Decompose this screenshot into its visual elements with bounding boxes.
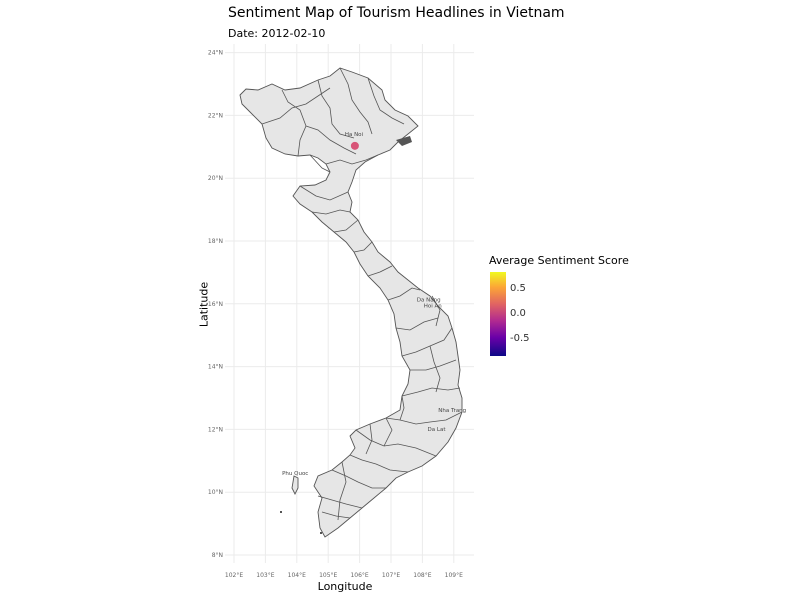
y-tick-label: 12°N <box>208 426 223 433</box>
province-border <box>401 387 461 397</box>
province-border <box>355 429 437 457</box>
province-border <box>311 209 351 215</box>
province-border <box>305 125 357 155</box>
province-border <box>261 87 331 125</box>
y-tick-label: 22°N <box>208 112 223 119</box>
province-border <box>333 219 359 233</box>
y-tick-label: 8°N <box>212 552 223 559</box>
x-tick-label: 104°E <box>288 572 306 579</box>
legend-title: Average Sentiment Score <box>489 254 629 267</box>
legend-colorbar <box>490 272 506 356</box>
axis-tick-labels: 102°E 103°E 104°E 105°E 106°E 107°E 108°E 109°E… <box>208 50 463 579</box>
tho-chu-island <box>280 511 282 513</box>
place-label: Ha Noi <box>345 132 364 138</box>
x-tick-label: 106°E <box>350 572 368 579</box>
province-border <box>281 89 307 157</box>
province-border <box>331 469 386 489</box>
legend-tick-label: 0.5 <box>510 283 526 295</box>
province-border <box>337 461 347 521</box>
y-tick-label: 14°N <box>208 364 223 371</box>
province-border <box>349 454 409 473</box>
province-border <box>353 241 373 253</box>
province-border <box>325 154 379 165</box>
phu-quoc-island <box>291 475 299 496</box>
x-tick-label: 102°E <box>225 572 243 579</box>
x-tick-label: 105°E <box>319 572 337 579</box>
legend-tick-label: -0.5 <box>510 332 530 344</box>
con-dao-island <box>320 532 322 534</box>
province-border <box>383 417 393 447</box>
place-label: Da Nang <box>417 298 441 304</box>
place-label: Nha Trang <box>438 408 466 414</box>
province-border <box>367 77 405 125</box>
y-tick-label: 18°N <box>208 238 223 245</box>
province-border <box>309 154 331 173</box>
province-borders <box>261 67 463 521</box>
province-border <box>429 345 441 393</box>
province-border <box>399 395 405 421</box>
x-tick-label: 103°E <box>256 572 274 579</box>
map-title: Sentiment Map of Tourism Headlines in Vi… <box>228 5 565 21</box>
province-border <box>387 287 421 301</box>
province-border <box>299 185 349 201</box>
sentiment-point <box>350 141 359 150</box>
map-subtitle: Date: 2012-02-10 <box>228 27 326 40</box>
sentiment-points <box>350 141 359 150</box>
x-axis-label: Longitude <box>317 580 373 593</box>
province-border <box>321 511 351 519</box>
province-border <box>365 423 373 455</box>
legend-tick-label: 0.0 <box>510 308 526 319</box>
province-border <box>339 67 373 135</box>
y-tick-label: 20°N <box>208 175 223 182</box>
ha-long-islands <box>396 136 412 146</box>
islands <box>280 136 412 534</box>
place-label: Hoi An <box>424 304 443 310</box>
place-label: Phu Quoc <box>282 471 308 477</box>
x-tick-label: 108°E <box>413 572 431 579</box>
y-tick-label: 24°N <box>208 50 223 57</box>
place-label: Da Lat <box>428 427 447 433</box>
x-tick-label: 107°E <box>382 572 400 579</box>
province-border <box>431 295 441 327</box>
y-tick-label: 10°N <box>208 489 223 496</box>
x-tick-label: 109°E <box>445 572 463 579</box>
province-border <box>317 495 363 509</box>
province-border <box>317 79 355 139</box>
province-border <box>395 317 439 331</box>
province-border <box>367 265 393 277</box>
province-border <box>385 411 463 425</box>
y-tick-label: 16°N <box>208 301 223 308</box>
province-border <box>410 359 457 371</box>
